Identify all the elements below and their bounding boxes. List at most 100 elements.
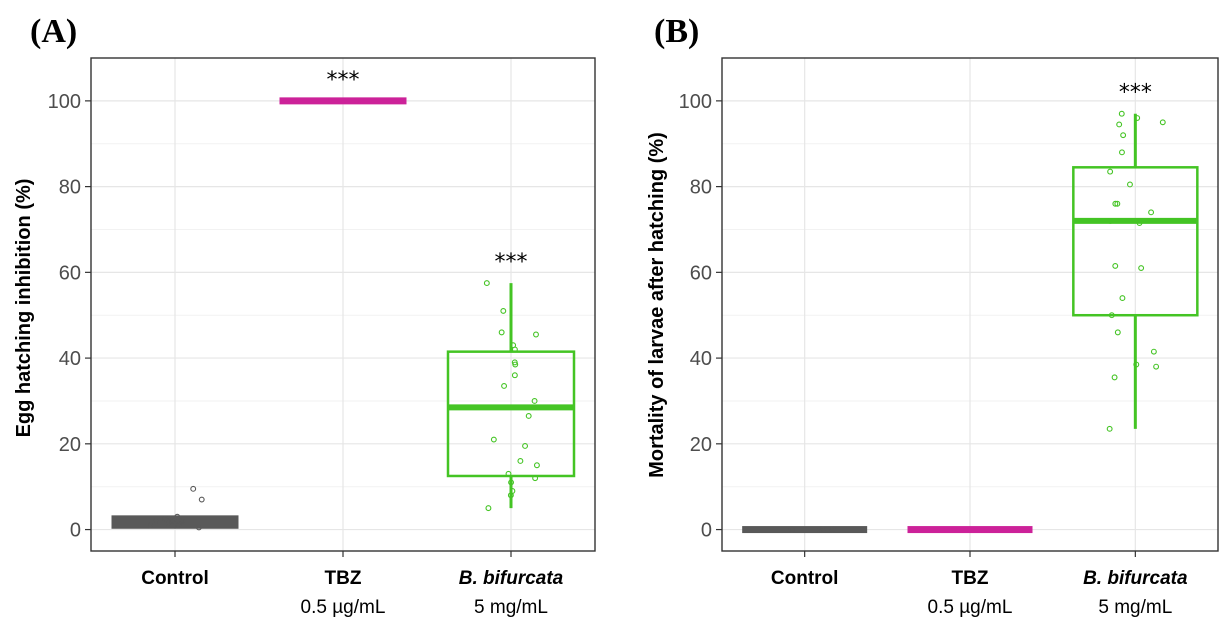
x-category-label: Control bbox=[141, 568, 209, 589]
box-body bbox=[446, 350, 576, 478]
data-point bbox=[498, 329, 505, 336]
y-tick-label: 20 bbox=[690, 434, 712, 456]
y-tick-label: 60 bbox=[59, 262, 81, 284]
data-point bbox=[1150, 348, 1157, 355]
data-point bbox=[525, 413, 532, 419]
data-point bbox=[505, 470, 512, 477]
data-point bbox=[1112, 262, 1119, 269]
data-point bbox=[994, 526, 1001, 533]
data-point bbox=[819, 526, 826, 533]
data-point bbox=[985, 526, 992, 533]
box-body bbox=[1072, 166, 1199, 317]
data-point bbox=[1112, 200, 1119, 207]
data-point bbox=[337, 97, 344, 104]
data-point bbox=[939, 526, 946, 533]
data-point bbox=[508, 479, 515, 486]
plot-frame bbox=[721, 57, 1219, 552]
data-point bbox=[979, 526, 986, 533]
data-point bbox=[1148, 209, 1155, 216]
panel-a: (A) Egg hatching inhibition (%) 0 20 40 60 8… bbox=[13, 13, 596, 618]
y-tick-label: 0 bbox=[701, 520, 712, 542]
data-point bbox=[1108, 312, 1115, 319]
panel-1-grid bbox=[722, 58, 1218, 551]
data-point bbox=[1119, 149, 1125, 156]
data-point bbox=[533, 462, 540, 469]
data-point bbox=[829, 526, 836, 533]
data-point bbox=[483, 280, 490, 287]
y-tick-label: 80 bbox=[59, 177, 81, 199]
data-point bbox=[190, 485, 197, 492]
y-tick-label: 100 bbox=[48, 91, 81, 113]
panel-a-label: (A) bbox=[30, 13, 77, 50]
data-point bbox=[169, 518, 176, 524]
data-point bbox=[511, 372, 518, 379]
data-point bbox=[195, 524, 202, 531]
data-point bbox=[146, 522, 153, 529]
box-control bbox=[111, 485, 239, 531]
y-tick-label: 40 bbox=[59, 348, 81, 370]
data-point bbox=[522, 443, 529, 449]
data-point bbox=[174, 513, 181, 520]
box-bifurcata bbox=[1072, 110, 1199, 432]
x-category-sublabel: 0.5 µg/mL bbox=[301, 597, 386, 618]
data-point bbox=[531, 398, 538, 404]
data-point bbox=[485, 505, 492, 512]
data-point bbox=[788, 526, 795, 533]
panel-b: (B) Mortality of larvae after hatching (… bbox=[646, 13, 1219, 618]
y-tick-label: 100 bbox=[679, 91, 712, 113]
x-category-sublabel: 0.5 µg/mL bbox=[928, 597, 1013, 618]
data-point bbox=[507, 492, 514, 499]
data-point bbox=[1106, 425, 1113, 432]
data-point bbox=[1114, 200, 1121, 207]
data-point bbox=[175, 522, 182, 529]
data-point bbox=[500, 307, 507, 314]
data-point bbox=[1118, 110, 1125, 117]
box-control bbox=[742, 526, 868, 534]
data-point bbox=[1134, 115, 1141, 121]
significance-marker: *** bbox=[327, 68, 360, 93]
y-tick-label: 80 bbox=[690, 177, 712, 199]
data-point bbox=[501, 383, 508, 389]
data-point bbox=[327, 97, 334, 104]
panel-a-plot: 0 20 40 60 80 100 Control *** TBZ 0.5 µg/mL *** B. … bbox=[48, 57, 596, 618]
data-point bbox=[533, 331, 539, 338]
data-point bbox=[1127, 181, 1133, 188]
y-tick-label: 40 bbox=[690, 348, 712, 370]
x-category-label: Control bbox=[771, 568, 839, 589]
data-point bbox=[816, 526, 823, 533]
y-tick-label: 60 bbox=[690, 262, 712, 284]
data-point bbox=[1153, 363, 1160, 370]
data-point bbox=[162, 515, 169, 522]
data-point bbox=[1120, 132, 1127, 139]
box-tbz bbox=[907, 526, 1033, 534]
data-point bbox=[1119, 295, 1126, 302]
data-point bbox=[1136, 220, 1143, 226]
data-point bbox=[179, 518, 186, 524]
data-point bbox=[951, 526, 957, 533]
data-point bbox=[358, 97, 365, 104]
x-category-sublabel: 5 mg/mL bbox=[1098, 597, 1172, 618]
y-tick-label: 20 bbox=[59, 434, 81, 456]
data-point bbox=[343, 97, 350, 104]
panel-b-label: (B) bbox=[654, 13, 699, 50]
data-point bbox=[517, 458, 524, 464]
box-body bbox=[742, 526, 868, 534]
x-category-label: TBZ bbox=[325, 568, 362, 589]
box-bifurcata bbox=[446, 280, 576, 512]
data-point bbox=[1107, 168, 1114, 175]
x-category-sublabel: 5 mg/mL bbox=[474, 597, 548, 618]
box-body bbox=[907, 526, 1033, 534]
plot-frame bbox=[90, 57, 596, 552]
data-point bbox=[198, 496, 205, 503]
data-point bbox=[1107, 217, 1114, 224]
data-point bbox=[532, 475, 539, 482]
data-point bbox=[153, 518, 159, 524]
significance-marker: *** bbox=[495, 250, 528, 275]
data-point bbox=[490, 436, 497, 443]
x-category-label: B. bifurcata bbox=[1083, 568, 1188, 589]
data-point bbox=[512, 361, 519, 368]
data-point bbox=[1133, 361, 1140, 368]
data-point bbox=[1138, 265, 1145, 272]
data-point bbox=[1116, 121, 1123, 128]
panel-b-plot: 0 20 40 60 80 100 Control TBZ 0.5 µg/mL *** B. bif… bbox=[679, 57, 1219, 618]
